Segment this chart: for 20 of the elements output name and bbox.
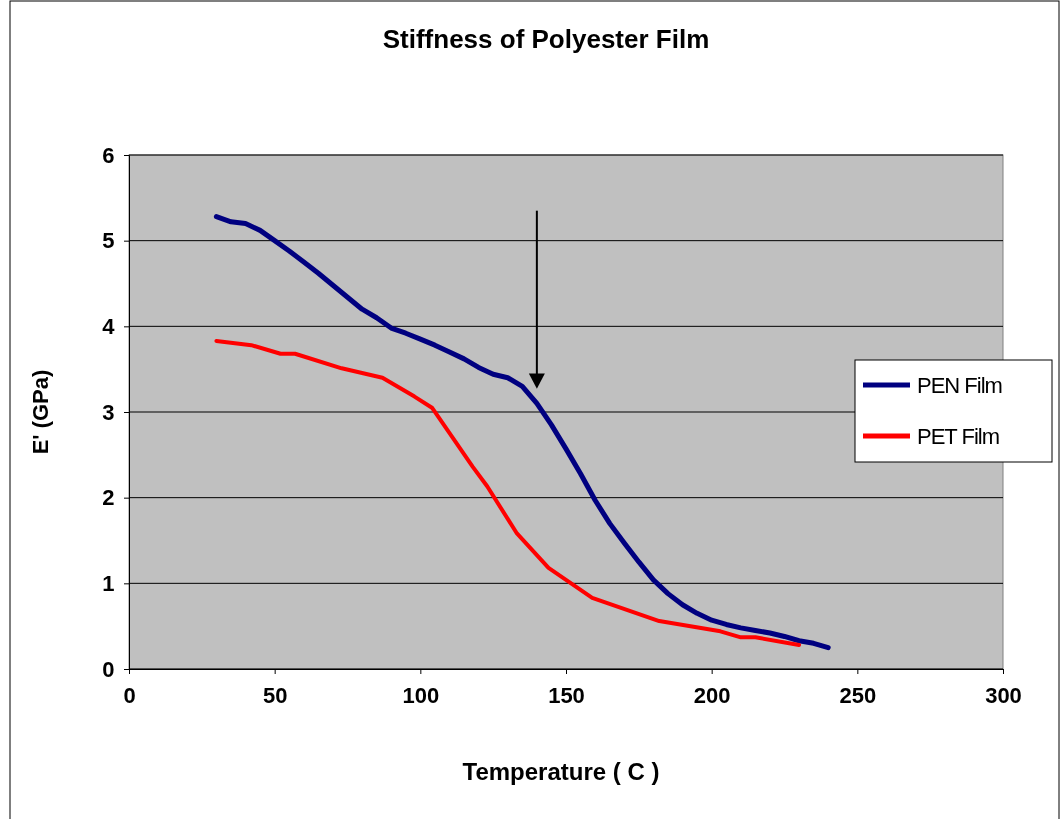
x-tick-label: 100	[402, 683, 440, 709]
legend-label: PEN Film	[917, 373, 1002, 398]
y-tick-label: 3	[102, 399, 115, 425]
y-tick-label: 5	[102, 228, 115, 254]
line-series	[214, 338, 802, 648]
x-tick-label: 150	[548, 683, 585, 709]
x-axis-title: Temperature ( C )	[462, 758, 660, 785]
y-tick-label: 6	[102, 142, 115, 168]
chart-title: Stiffness of Polyester Film	[382, 24, 710, 54]
y-tick-label: 2	[102, 485, 115, 511]
y-axis-title: E' (GPa)	[28, 369, 53, 455]
x-tick-label: 300	[985, 683, 1022, 709]
x-tick-label: 0	[123, 683, 136, 709]
x-tick-label: 200	[693, 683, 731, 709]
x-tick-label: 250	[839, 683, 877, 709]
y-tick-label: 1	[102, 570, 115, 596]
x-tick-label: 50	[262, 683, 288, 709]
y-tick-label: 4	[102, 313, 116, 339]
legend-label: PET Film	[917, 424, 1000, 449]
y-tick-label: 0	[102, 656, 115, 682]
